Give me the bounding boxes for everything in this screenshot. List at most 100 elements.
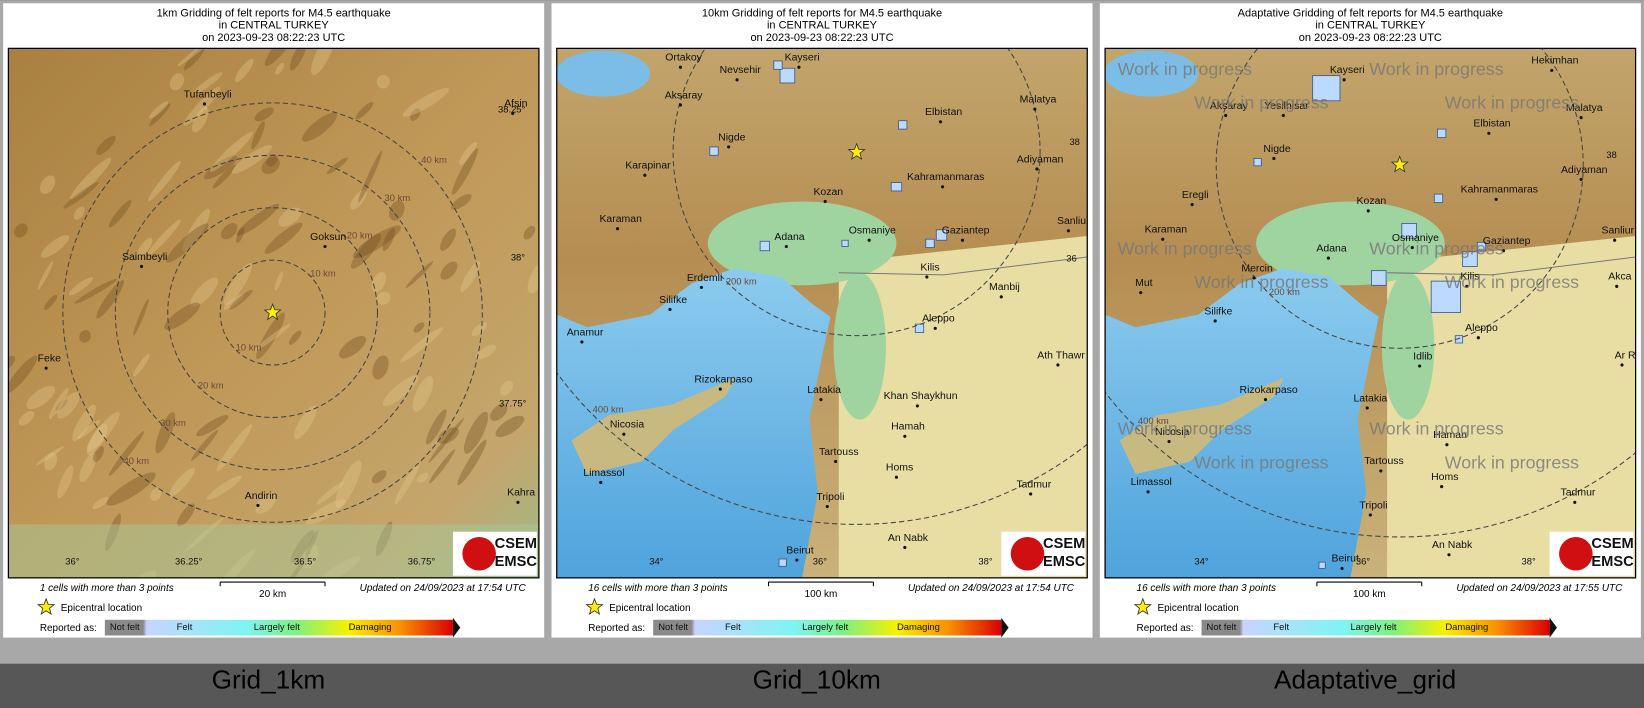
relief [294, 405, 317, 440]
relief [133, 298, 149, 336]
updated: Updated on 24/09/2023 at 17:54 UTC [360, 583, 527, 594]
relief [56, 392, 80, 419]
relief [196, 414, 229, 437]
ring-label: 10 km [310, 267, 336, 278]
ring-label: 30 km [385, 192, 411, 203]
lowland [8, 524, 539, 578]
ring-label: 20 km [198, 379, 224, 390]
relief [148, 103, 171, 127]
place-dot [903, 434, 907, 438]
place-dot [678, 65, 683, 69]
place-label: Sanliu [1057, 216, 1086, 227]
watermark: Work in progress [1369, 419, 1503, 439]
legend-star [585, 597, 604, 615]
place-dot [699, 285, 703, 289]
relief [274, 271, 284, 291]
place-dot [1573, 500, 1577, 504]
place-label: Tripoli [1359, 500, 1387, 511]
cells-note: 16 cells with more than 3 points [1137, 583, 1276, 594]
place-dot [1620, 363, 1624, 367]
scale-label: 100 km [1353, 589, 1386, 600]
relief [44, 452, 58, 471]
grid-cell [1318, 561, 1326, 569]
reported-as: Reported as: [40, 623, 97, 634]
grid-cell [1437, 128, 1447, 138]
panel-title: Adaptative Gridding of felt reports for … [1238, 8, 1503, 20]
coord-label: 34° [1194, 556, 1208, 567]
relief [43, 294, 58, 311]
place-dot [735, 78, 739, 82]
relief [26, 385, 56, 410]
relief [183, 87, 221, 126]
relief [371, 272, 387, 293]
relief [437, 427, 459, 444]
place-dot [615, 227, 620, 231]
watermark: Work in progress [1118, 59, 1252, 79]
place-dot [784, 244, 788, 249]
legend-star [37, 597, 56, 615]
grid-cell [914, 323, 925, 333]
panel-title: on 2023-09-23 08:22:23 UTC [202, 32, 345, 44]
grid-cell [778, 558, 787, 567]
legend-epicentre: Epicentral location [609, 603, 690, 614]
panel-title: in CENTRAL TURKEY [767, 20, 878, 32]
relief [150, 487, 162, 501]
relief [86, 411, 120, 452]
place-label: Feke [38, 353, 61, 364]
place-label: Kayseri [785, 53, 820, 64]
logo-text: EMSC [495, 554, 538, 570]
relief [48, 387, 69, 420]
relief [106, 472, 156, 506]
relief [92, 496, 109, 510]
relief [499, 380, 514, 396]
updated: Updated on 24/09/2023 at 17:54 UTC [908, 583, 1075, 594]
lake [1105, 50, 1199, 97]
place-dot [1410, 246, 1414, 250]
place-label: Mercin [1241, 263, 1273, 274]
place-dot [1368, 513, 1372, 517]
relief [35, 446, 64, 466]
epicenter-star [263, 303, 282, 321]
relief [489, 403, 508, 421]
map-panel: 10km Gridding of felt reports for M4.5 e… [551, 3, 1093, 695]
relief [236, 203, 280, 236]
place-dot [834, 459, 838, 464]
relief [305, 499, 347, 525]
place-dot [1252, 276, 1256, 280]
logo-text: CSEM [495, 536, 537, 552]
legend-star [1133, 597, 1152, 615]
place-label: An Nabk [888, 533, 929, 544]
relief [236, 227, 245, 244]
relief [223, 294, 245, 310]
relief [388, 200, 405, 221]
relief [339, 335, 367, 359]
grid-cell [779, 67, 796, 84]
logo-globe [462, 536, 496, 571]
relief [251, 121, 265, 150]
place-label: Kahramanmaras [907, 172, 984, 183]
place-dot [903, 545, 907, 550]
scale-label: 20 km [259, 589, 286, 600]
place-dot [44, 366, 48, 370]
relief [376, 291, 391, 305]
place-dot [915, 404, 919, 408]
ring-label: 400 km [593, 404, 624, 415]
coord-label: 38 [1069, 136, 1079, 147]
relief [326, 157, 348, 174]
relief [164, 302, 200, 331]
relief [70, 157, 112, 200]
place-dot [643, 173, 647, 177]
border [1387, 256, 1636, 276]
ring-label: 200 km [1269, 286, 1300, 297]
colorbar-tip [452, 617, 461, 638]
place-dot [599, 480, 603, 485]
place-dot [1365, 406, 1369, 410]
colorbar-label: Largely felt [802, 621, 848, 632]
relief [74, 278, 118, 304]
plain [1381, 272, 1435, 420]
relief [311, 48, 335, 75]
map-panel: Adaptative Gridding of felt reports for … [1099, 3, 1641, 695]
place-dot [1613, 238, 1617, 242]
watermark: Work in progress [1194, 93, 1328, 113]
relief [155, 411, 176, 454]
